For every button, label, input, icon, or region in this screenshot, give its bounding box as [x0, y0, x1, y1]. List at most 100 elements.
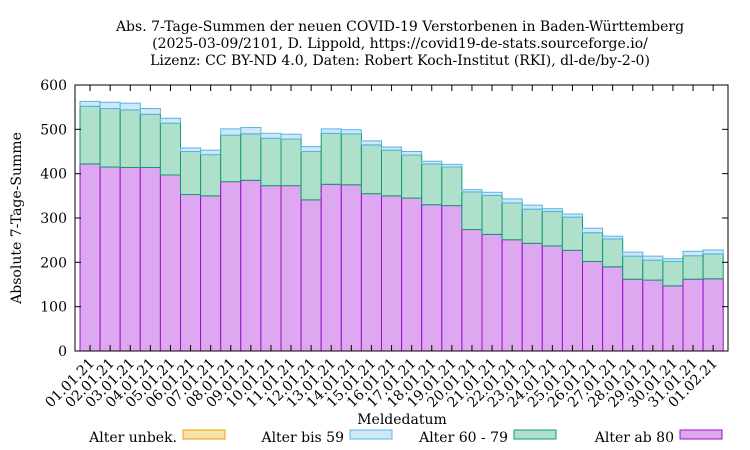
- bar-alter-60-79-06.01.21: [180, 151, 202, 195]
- bar-alter-bis-59-25.01.21: [561, 213, 584, 218]
- bar-alter-bis-59-17.01.21: [401, 151, 423, 156]
- bar-alter-bis-59-27.01.21: [602, 235, 624, 240]
- bar-alter-ab-80-24.01.21: [541, 245, 563, 352]
- bar-alter-ab-80-29.01.21: [642, 279, 664, 352]
- bar-alter-bis-59-30.01.21: [662, 258, 684, 262]
- bar-alter-ab-80-17.01.21: [401, 197, 423, 352]
- bar-alter-60-79-01.01.21: [79, 105, 101, 165]
- bar-alter-60-79-27.01.21: [602, 238, 624, 268]
- legend-swatch-alter-ab-80: [679, 429, 723, 440]
- legend: Alter unbek. Alter bis 59 Alter 60 - 79 Alt…: [88, 429, 723, 446]
- bar-alter-bis-59-01.02.21: [702, 249, 724, 255]
- x-axis: 01.01.2102.01.2103.01.2104.01.2105.01.21…: [42, 85, 721, 411]
- bar-alter-60-79-13.01.21: [320, 132, 342, 185]
- bar-alter-ab-80-16.01.21: [381, 195, 403, 352]
- bar-alter-60-79-16.01.21: [381, 149, 403, 197]
- bar-alter-60-79-04.01.21: [139, 113, 161, 168]
- y-tick-label-400: 400: [40, 167, 67, 183]
- bar-alter-bis-59-10.01.21: [260, 132, 282, 139]
- bar-alter-ab-80-11.01.21: [280, 185, 302, 352]
- y-tick-label-600: 600: [40, 78, 67, 94]
- bar-alter-60-79-30.01.21: [662, 260, 684, 287]
- y-axis-label: Absolute 7-Tage-Summe: [9, 132, 25, 305]
- bar-alter-60-79-26.01.21: [582, 232, 604, 262]
- bar-alter-60-79-01.02.21: [702, 253, 724, 280]
- bar-alter-60-79-29.01.21: [642, 259, 664, 281]
- bar-alter-bis-59-11.01.21: [280, 133, 302, 140]
- bar-alter-ab-80-06.01.21: [180, 194, 202, 352]
- legend-swatch-alter-60-79: [513, 429, 557, 440]
- bar-alter-60-79-23.01.21: [521, 208, 543, 244]
- bar-alter-ab-80-01.02.21: [702, 278, 724, 352]
- y-tick-label-0: 0: [58, 344, 67, 360]
- bar-alter-bis-59-07.01.21: [200, 149, 222, 156]
- bar-alter-ab-80-25.01.21: [561, 249, 584, 352]
- bar-alter-bis-59-22.01.21: [501, 198, 523, 204]
- bar-alter-ab-80-18.01.21: [421, 204, 443, 352]
- bar-alter-60-79-15.01.21: [360, 144, 382, 195]
- bar-alter-ab-80-07.01.21: [200, 195, 222, 352]
- chart-title-line-2: (2025-03-09/2101, D. Lippold, https://co…: [152, 36, 648, 52]
- bar-alter-bis-59-18.01.21: [421, 160, 443, 165]
- bar-alter-60-79-24.01.21: [541, 210, 563, 247]
- bar-alter-ab-80-14.01.21: [340, 184, 362, 352]
- bar-alter-bis-59-03.01.21: [119, 102, 141, 111]
- legend-label-alter-60-79: Alter 60 - 79: [418, 430, 508, 446]
- bar-alter-60-79-12.01.21: [300, 151, 322, 201]
- bar-alter-60-79-05.01.21: [159, 122, 181, 176]
- bar-alter-bis-59-01.01.21: [79, 100, 101, 107]
- bar-alter-ab-80-08.01.21: [220, 181, 242, 352]
- bar-alter-60-79-18.01.21: [421, 163, 443, 206]
- bar-alter-ab-80-31.01.21: [682, 278, 704, 352]
- bar-alter-60-79-21.01.21: [481, 194, 503, 235]
- bar-alter-60-79-31.01.21: [682, 255, 704, 280]
- bar-alter-bis-59-26.01.21: [582, 227, 604, 234]
- y-tick-label-100: 100: [40, 300, 67, 316]
- legend-label-alter-bis-59: Alter bis 59: [260, 430, 344, 446]
- y-tick-label-500: 500: [40, 122, 67, 138]
- bar-alter-60-79-09.01.21: [240, 133, 262, 181]
- bar-alter-bis-59-13.01.21: [320, 128, 342, 134]
- bar-alter-ab-80-04.01.21: [139, 166, 161, 352]
- bar-alter-60-79-03.01.21: [119, 109, 141, 168]
- bar-alter-60-79-19.01.21: [441, 166, 463, 207]
- bar-alter-60-79-25.01.21: [561, 216, 584, 251]
- bar-alter-ab-80-13.01.21: [320, 183, 342, 352]
- chart-title-line-3: Lizenz: CC BY-ND 4.0, Daten: Robert Koch…: [150, 53, 650, 69]
- bar-alter-60-79-07.01.21: [200, 154, 222, 197]
- chart-title-line-1: Abs. 7-Tage-Summen der neuen COVID-19 Ve…: [115, 19, 684, 35]
- y-axis: 0 100 200 300 400 500 600: [40, 78, 728, 360]
- bar-alter-bis-59-06.01.21: [180, 147, 202, 152]
- bar-alter-bis-59-16.01.21: [381, 146, 403, 151]
- bar-alter-ab-80-21.01.21: [481, 233, 503, 352]
- bar-alter-ab-80-22.01.21: [501, 239, 523, 352]
- bar-alter-ab-80-23.01.21: [521, 242, 543, 352]
- bar-alter-ab-80-30.01.21: [662, 285, 684, 352]
- bar-alter-ab-80-10.01.21: [260, 185, 282, 352]
- bar-alter-ab-80-03.01.21: [119, 166, 141, 352]
- bar-alter-ab-80-20.01.21: [461, 229, 483, 352]
- bar-alter-ab-80-15.01.21: [360, 193, 382, 352]
- bar-alter-bis-59-02.01.21: [99, 101, 121, 110]
- bar-alter-60-79-22.01.21: [501, 202, 523, 241]
- bar-alter-ab-80-27.01.21: [602, 266, 624, 352]
- bar-alter-bis-59-12.01.21: [300, 146, 322, 152]
- bar-alter-ab-80-02.01.21: [99, 166, 121, 352]
- bar-alter-60-79-10.01.21: [260, 137, 282, 187]
- bar-alter-bis-59-14.01.21: [340, 129, 362, 135]
- bar-alter-60-79-20.01.21: [461, 191, 483, 231]
- y-tick-label-300: 300: [40, 211, 67, 227]
- y-tick-label-200: 200: [40, 255, 67, 271]
- bar-alter-bis-59-29.01.21: [642, 255, 664, 261]
- bar-alter-60-79-14.01.21: [340, 133, 362, 186]
- legend-swatch-alter-bis-59: [349, 429, 393, 440]
- legend-label-alter-unbek: Alter unbek.: [88, 430, 177, 446]
- bar-alter-60-79-08.01.21: [220, 134, 242, 183]
- bar-alter-ab-80-12.01.21: [300, 199, 322, 352]
- bar-alter-ab-80-09.01.21: [240, 179, 262, 352]
- bar-alter-bis-59-19.01.21: [441, 163, 463, 168]
- bar-alter-bis-59-04.01.21: [139, 108, 161, 115]
- x-axis-label: Meldedatum: [357, 412, 447, 428]
- bar-alter-60-79-02.01.21: [99, 108, 121, 168]
